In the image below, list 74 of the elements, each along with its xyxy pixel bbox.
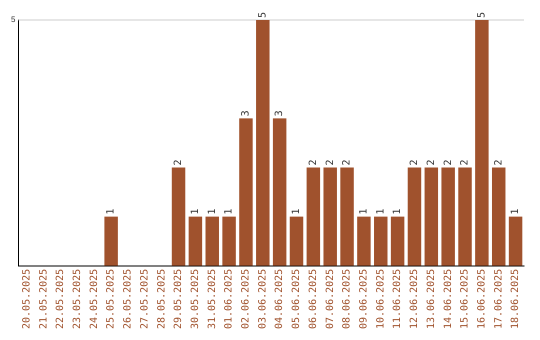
- x-tick-label: 04.06.2025: [274, 268, 286, 330]
- x-tick-label: 03.06.2025: [257, 268, 268, 330]
- bar: [340, 167, 354, 266]
- x-tick-label: 16.06.2025: [476, 268, 488, 330]
- data-label: 3: [274, 110, 286, 116]
- bar: [408, 167, 422, 266]
- x-tick-label: 06.06.2025: [308, 268, 319, 330]
- bar: [239, 118, 253, 266]
- x-tick-label: 09.06.2025: [358, 268, 370, 330]
- data-label: 1: [358, 208, 370, 215]
- bar: [458, 167, 472, 266]
- x-tick-label: 31.05.2025: [206, 268, 218, 330]
- x-tick-label: 08.06.2025: [342, 268, 353, 330]
- bar: [508, 216, 522, 266]
- x-tick-label: 14.06.2025: [442, 268, 454, 330]
- bar: [290, 216, 304, 266]
- x-tick-label: 24.05.2025: [88, 268, 100, 330]
- data-label: 2: [342, 159, 353, 166]
- data-label: 1: [224, 208, 235, 215]
- x-tick-label: 10.06.2025: [375, 268, 386, 330]
- data-label: 2: [409, 159, 420, 166]
- bar: [390, 216, 404, 266]
- x-tick-label: 25.05.2025: [106, 268, 117, 330]
- x-tick-label: 29.05.2025: [173, 268, 184, 330]
- bar: [323, 167, 337, 266]
- x-tick-label: 05.06.2025: [291, 268, 302, 330]
- bar: [104, 216, 118, 266]
- x-tick-label: 17.06.2025: [493, 268, 504, 330]
- bar: [272, 118, 286, 266]
- bar: [475, 20, 489, 266]
- bar: [256, 20, 270, 266]
- bar: [206, 216, 219, 266]
- data-label: 2: [493, 159, 504, 166]
- x-tick-label: 01.06.2025: [224, 268, 235, 330]
- x-tick-label: 13.06.2025: [426, 268, 437, 330]
- bar: [357, 216, 371, 266]
- x-tick-label: 26.05.2025: [122, 268, 134, 330]
- data-label: 5: [476, 12, 488, 18]
- bar: [374, 216, 388, 266]
- bar: [441, 167, 455, 266]
- data-label: 2: [324, 159, 336, 166]
- bar: [492, 167, 506, 266]
- x-tick-label: 21.05.2025: [38, 268, 50, 330]
- data-label: 2: [173, 159, 184, 166]
- x-tick-label: 28.05.2025: [156, 268, 168, 330]
- data-label: 5: [257, 12, 268, 18]
- data-label: 2: [460, 159, 471, 166]
- data-label: 2: [442, 159, 454, 166]
- x-tick-label: 02.06.2025: [240, 268, 252, 330]
- bar: [188, 216, 202, 266]
- x-tick-label: 27.05.2025: [139, 268, 150, 330]
- data-label: 1: [510, 208, 522, 215]
- x-tick-label: 30.05.2025: [190, 268, 201, 330]
- x-tick-label: 23.05.2025: [72, 268, 84, 330]
- x-tick-label: 07.06.2025: [324, 268, 336, 330]
- data-label: 1: [190, 208, 201, 215]
- x-tick-label: 22.05.2025: [55, 268, 66, 330]
- data-label: 3: [240, 110, 252, 116]
- bar: [172, 167, 186, 266]
- data-label: 1: [106, 208, 117, 215]
- x-tick-label: 11.06.2025: [392, 268, 404, 330]
- bar: [222, 216, 236, 266]
- data-label: 2: [308, 159, 319, 166]
- bar: [306, 167, 320, 266]
- data-label: 1: [206, 208, 218, 215]
- x-tick-label: 12.06.2025: [409, 268, 420, 330]
- x-tick-label: 15.06.2025: [460, 268, 471, 330]
- data-label: 1: [291, 208, 302, 215]
- data-label: 1: [375, 208, 386, 215]
- x-tick-label: 18.06.2025: [510, 268, 522, 330]
- data-label: 2: [426, 159, 437, 166]
- x-tick-label: 20.05.2025: [21, 268, 32, 330]
- data-label: 1: [392, 208, 404, 215]
- bar: [424, 167, 438, 266]
